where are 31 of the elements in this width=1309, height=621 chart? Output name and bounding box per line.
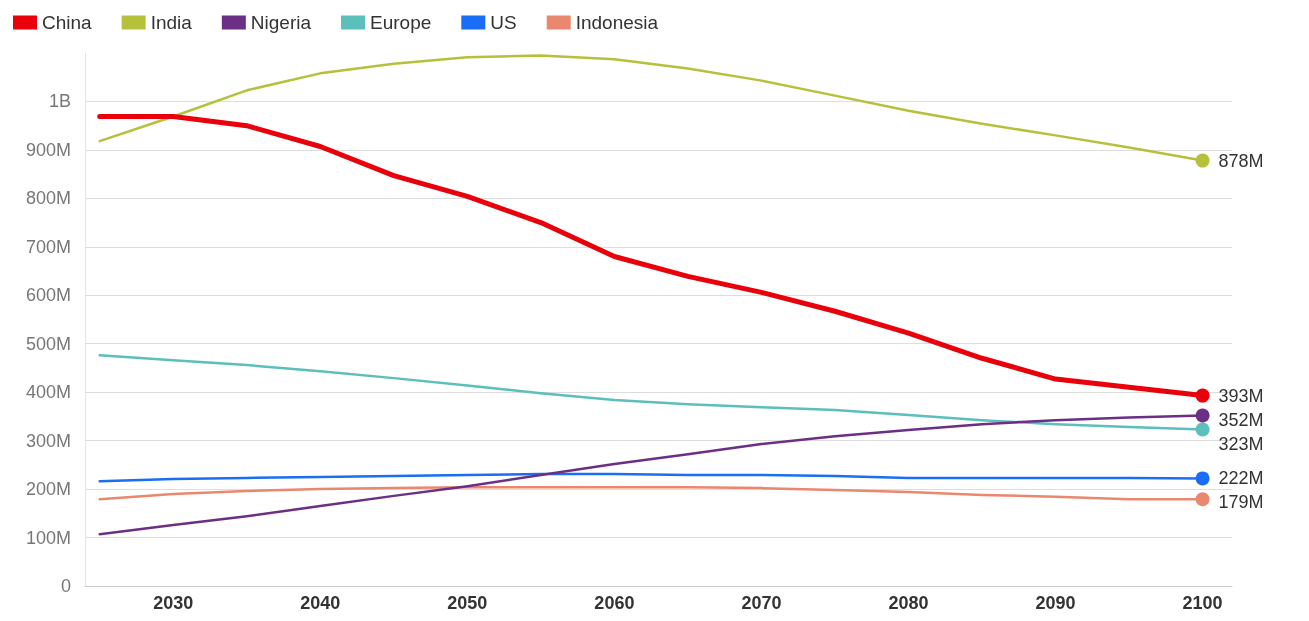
data-label: 878M <box>1218 150 1264 171</box>
legend-label: India <box>150 12 193 33</box>
x-tick-label: 2030 <box>153 593 194 613</box>
y-tick-label: 300M <box>25 430 71 451</box>
data-label: 393M <box>1218 385 1264 406</box>
y-tick-label: 100M <box>25 527 71 548</box>
data-label: 352M <box>1218 409 1264 430</box>
data-label: 323M <box>1218 433 1264 454</box>
y-tick-label: 500M <box>25 333 71 354</box>
data-label: 222M <box>1218 468 1264 489</box>
x-tick-label: 2060 <box>594 593 635 613</box>
y-tick-label: 200M <box>25 479 71 500</box>
data-label: 179M <box>1218 492 1264 513</box>
x-tick-label: 2100 <box>1182 593 1223 613</box>
legend-label: Nigeria <box>250 12 312 33</box>
x-tick-label: 2090 <box>1035 593 1076 613</box>
y-tick-label: 0 <box>60 576 71 596</box>
y-tick-label: 700M <box>25 236 71 257</box>
x-tick-label: 2040 <box>300 593 341 613</box>
y-tick-label: 400M <box>25 382 71 403</box>
legend-label: China <box>42 12 93 33</box>
y-tick-label: 1B <box>48 91 71 112</box>
x-tick-label: 2050 <box>447 593 488 613</box>
y-tick-label: 800M <box>25 188 71 209</box>
legend-label: US <box>490 12 517 33</box>
y-tick-label: 600M <box>25 285 71 306</box>
x-tick-label: 2070 <box>741 593 782 613</box>
legend-label: Indonesia <box>575 12 659 33</box>
y-tick-label: 900M <box>25 139 71 160</box>
legend-label: Europe <box>370 12 432 33</box>
x-tick-label: 2080 <box>888 593 929 613</box>
